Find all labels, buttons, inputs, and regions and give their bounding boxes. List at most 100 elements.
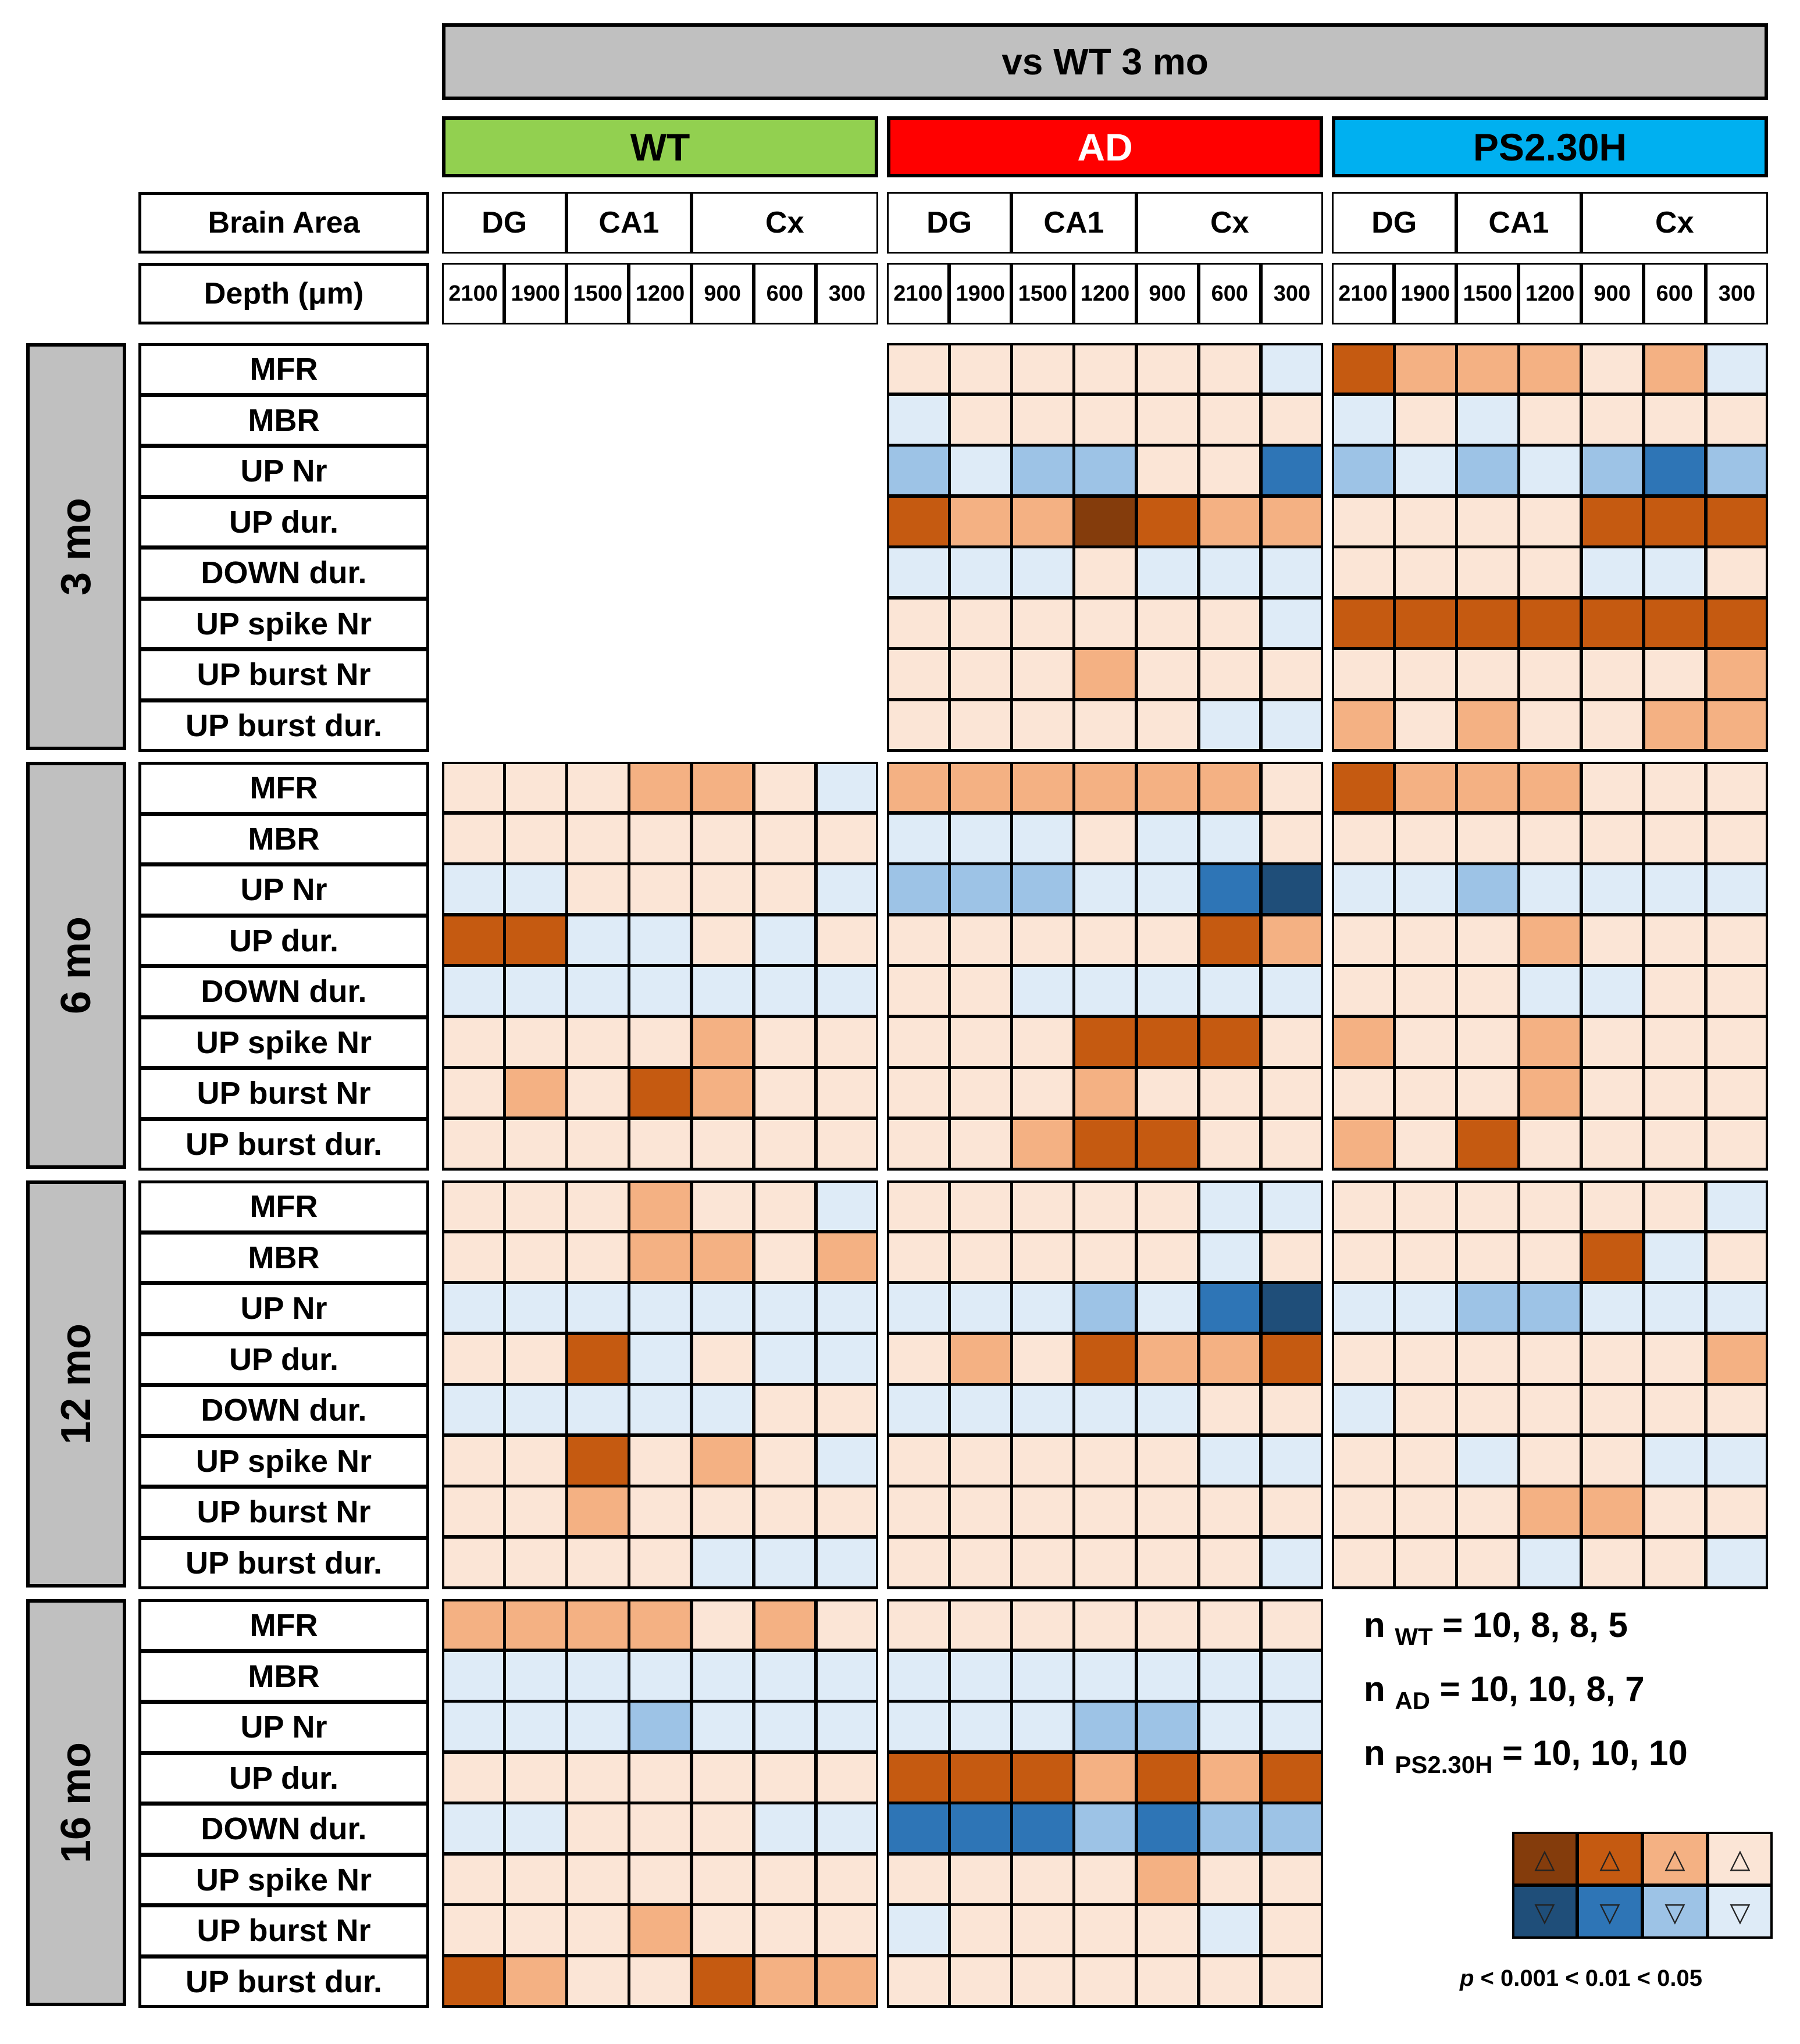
heatmap-cell <box>1136 914 1199 966</box>
heatmap-cell <box>504 1016 567 1068</box>
heatmap-cell <box>1136 1599 1199 1650</box>
heatmap-cell <box>1456 394 1519 445</box>
parameter-label: UP Nr <box>138 1282 429 1335</box>
heatmap-cell <box>1136 648 1199 700</box>
heatmap-cell <box>1198 1486 1261 1537</box>
heatmap-cell <box>442 1752 505 1803</box>
heatmap-cell <box>1394 1067 1457 1118</box>
heatmap-cell <box>1581 965 1644 1016</box>
heatmap-cell <box>949 1384 1012 1435</box>
heatmap-block <box>442 1599 878 2008</box>
heatmap-cell <box>753 762 817 813</box>
heatmap-cell <box>1136 1333 1199 1385</box>
heatmap-block <box>887 1180 1323 1589</box>
heatmap-cell <box>1332 648 1395 700</box>
heatmap-cell <box>629 812 692 864</box>
heatmap-cell <box>1394 1435 1457 1486</box>
parameter-label: UP Nr <box>138 864 429 916</box>
heatmap-cell <box>1643 965 1706 1016</box>
heatmap-cell <box>949 965 1012 1016</box>
heatmap-cell <box>504 1486 567 1537</box>
heatmap-cell <box>1705 914 1769 966</box>
heatmap-cell <box>1581 1333 1644 1385</box>
group-header-ps230h: PS2.30H <box>1332 116 1768 177</box>
heatmap-cell <box>753 1803 817 1854</box>
heatmap-cell <box>1519 1333 1582 1385</box>
heatmap-cell <box>1332 394 1395 445</box>
heatmap-cell <box>1643 1067 1706 1118</box>
heatmap-cell <box>1705 1486 1769 1537</box>
heatmap-cell <box>949 1486 1012 1537</box>
heatmap-cell <box>1011 495 1074 547</box>
heatmap-cell <box>1074 1701 1137 1752</box>
heatmap-cell <box>1011 1701 1074 1752</box>
legend-increase-level-1: △ <box>1642 1832 1708 1885</box>
heatmap-cell <box>504 1067 567 1118</box>
heatmap-cell <box>504 1650 567 1701</box>
legend-caption-p: p <box>1460 1965 1474 1991</box>
heatmap-cell <box>1332 1486 1395 1537</box>
heatmap-cell <box>1074 1803 1137 1854</box>
heatmap-cell <box>887 864 950 915</box>
heatmap-cell <box>629 1067 692 1118</box>
heatmap-cell <box>1581 445 1644 496</box>
heatmap-cell <box>1011 864 1074 915</box>
depth-tick: 600 <box>753 263 816 324</box>
heatmap-cell <box>1705 1180 1769 1232</box>
heatmap-cell <box>753 1016 817 1068</box>
heatmap-cell <box>949 699 1012 751</box>
heatmap-cell <box>949 1701 1012 1752</box>
heatmap-cell <box>1198 1067 1261 1118</box>
heatmap-cell <box>1456 1536 1519 1588</box>
heatmap-cell <box>1705 812 1769 864</box>
heatmap-cell <box>691 812 754 864</box>
parameter-label: UP burst dur. <box>138 699 429 752</box>
heatmap-cell <box>1332 965 1395 1016</box>
heatmap-cell <box>1705 1282 1769 1333</box>
heatmap-cell <box>1198 1853 1261 1905</box>
heatmap-cell <box>566 1384 629 1435</box>
heatmap-cell <box>1011 1904 1074 1956</box>
heatmap-cell <box>1643 1536 1706 1588</box>
heatmap-cell <box>1136 864 1199 915</box>
heatmap-cell <box>1074 1853 1137 1905</box>
heatmap-cell <box>1074 1955 1137 2007</box>
heatmap-cell <box>1074 547 1137 598</box>
brain-area-dg: DG <box>442 192 567 254</box>
heatmap-cell <box>1394 1282 1457 1333</box>
age-label: 3 mo <box>53 497 99 596</box>
parameter-label: UP Nr <box>138 445 429 498</box>
parameter-label: UP burst dur. <box>138 1955 429 2008</box>
depth-tick: 1200 <box>1074 263 1136 324</box>
parameter-label: UP burst Nr <box>138 1067 429 1120</box>
sample-size-wt: n WT = 10, 8, 8, 5 <box>1364 1605 1628 1651</box>
heatmap-cell <box>753 1904 817 1956</box>
heatmap-cell <box>1705 1016 1769 1068</box>
heatmap-cell <box>1456 1016 1519 1068</box>
heatmap-cell <box>1136 1650 1199 1701</box>
heatmap-cell <box>1643 1486 1706 1537</box>
heatmap-cell <box>629 762 692 813</box>
depth-tick: 2100 <box>442 263 505 324</box>
heatmap-cell <box>1519 812 1582 864</box>
heatmap-cell <box>1198 1701 1261 1752</box>
heatmap-cell <box>1519 914 1582 966</box>
parameter-label: MBR <box>138 812 429 865</box>
heatmap-cell <box>1260 1384 1324 1435</box>
heatmap-cell <box>887 1650 950 1701</box>
parameter-label: UP spike Nr <box>138 1016 429 1069</box>
heatmap-cell <box>1074 1904 1137 1956</box>
heatmap-cell <box>1456 1333 1519 1385</box>
parameter-label: DOWN dur. <box>138 1384 429 1437</box>
legend-caption-text: < 0.001 < 0.01 < 0.05 <box>1474 1965 1702 1991</box>
depth-tick: 1500 <box>1011 263 1074 324</box>
depth-label: Depth (μm) <box>138 263 429 324</box>
heatmap-cell <box>1074 1282 1137 1333</box>
heatmap-cell <box>949 1803 1012 1854</box>
heatmap-cell <box>753 1853 817 1905</box>
heatmap-cell <box>442 1016 505 1068</box>
heatmap-cell <box>1136 1904 1199 1956</box>
heatmap-cell <box>1394 1384 1457 1435</box>
heatmap-cell <box>1074 597 1137 649</box>
age-label: 6 mo <box>53 916 99 1015</box>
